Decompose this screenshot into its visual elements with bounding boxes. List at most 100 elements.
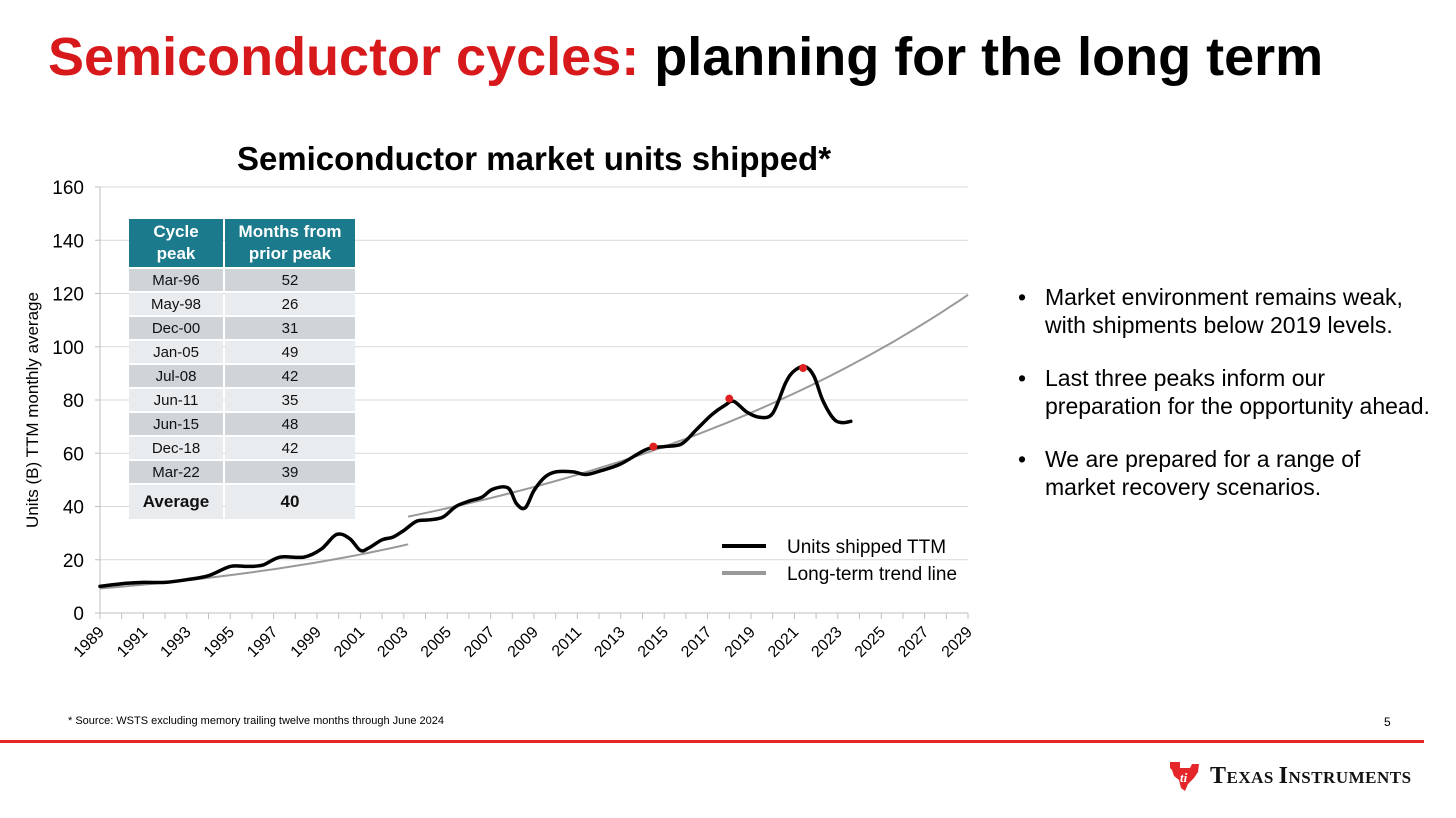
y-tick-label: 160 — [52, 178, 84, 199]
y-tick-label: 80 — [63, 391, 84, 412]
months-cell: 52 — [225, 269, 355, 291]
y-tick-label: 140 — [52, 231, 84, 252]
trend-line-segment — [407, 293, 969, 518]
units-shipped-line — [98, 364, 853, 589]
x-tick-label: 1999 — [288, 624, 325, 661]
table-average-row: Average 40 — [129, 485, 355, 519]
slide-title-accent: Semiconductor cycles: — [48, 27, 640, 87]
x-tick-label: 2029 — [939, 624, 976, 661]
x-tick-label: 1991 — [114, 624, 151, 661]
table-row: Mar-96 52 — [129, 269, 355, 291]
bullet-text: We are prepared for a range of market re… — [1045, 446, 1361, 500]
bullet-item: • Market environment remains weak, with s… — [1012, 283, 1432, 339]
bullet-dot: • — [1018, 365, 1027, 391]
y-tick-label: 120 — [52, 285, 84, 306]
x-tick-label: 2027 — [895, 624, 932, 661]
bullet-item: • We are prepared for a range of market r… — [1012, 445, 1432, 501]
texas-instruments-logo: ti TEXAS INSTRUMENTS — [1166, 758, 1412, 794]
cycle-peak-cell: Mar-96 — [129, 269, 223, 291]
footer-divider — [0, 740, 1424, 743]
bullet-item: • Last three peaks inform our preparation… — [1012, 364, 1432, 420]
x-tick-label: 1993 — [157, 624, 194, 661]
table-row: Dec-00 31 — [129, 317, 355, 339]
header-cycle-peak: Cycle peak — [129, 219, 223, 267]
average-label: Average — [129, 485, 223, 519]
x-tick-label: 2007 — [461, 624, 498, 661]
x-tick-label: 2013 — [591, 624, 628, 661]
table-row: Mar-22 39 — [129, 461, 355, 483]
logo-letter-i: I — [1278, 762, 1289, 789]
chart-title: Semiconductor market units shipped* — [236, 140, 832, 177]
x-tick-label: 2023 — [808, 624, 845, 661]
header-months-from-prior-peak: Months from prior peak — [225, 219, 355, 267]
bullet-text: Last three peaks inform our preparation … — [1045, 365, 1430, 419]
x-tick-label: 2005 — [418, 624, 455, 661]
months-cell: 35 — [225, 389, 355, 411]
y-tick-label: 100 — [52, 338, 84, 359]
table-row: Jan-05 49 — [129, 341, 355, 363]
x-tick-label: 2017 — [678, 624, 715, 661]
months-cell: 42 — [225, 437, 355, 459]
x-tick-label: 2015 — [635, 624, 672, 661]
months-cell: 26 — [225, 293, 355, 315]
cycle-peak-cell: Mar-22 — [129, 461, 223, 483]
cycle-peak-cell: Jan-05 — [129, 341, 223, 363]
logo-text-exas: EXAS — [1226, 767, 1279, 787]
months-cell: 42 — [225, 365, 355, 387]
cycle-peak-table: Cycle peak Months from prior peak Mar-96… — [127, 217, 357, 521]
x-tick-label: 1989 — [71, 624, 108, 661]
average-value: 40 — [225, 485, 355, 519]
logo-wordmark: TEXAS INSTRUMENTS — [1210, 763, 1412, 790]
header-months-label: Months from prior peak — [238, 222, 342, 263]
cycle-peak-cell: Dec-18 — [129, 437, 223, 459]
x-tick-label: 2021 — [765, 624, 802, 661]
table-row: Jul-08 42 — [129, 365, 355, 387]
series-layer — [98, 293, 969, 590]
y-tick-label: 20 — [63, 551, 84, 572]
x-tick-label: 2011 — [549, 624, 585, 660]
table-row: Jun-11 35 — [129, 389, 355, 411]
peak-marker — [725, 394, 734, 403]
slide-title: Semiconductor cycles: planning for the l… — [48, 22, 1323, 92]
x-tick-label: 2025 — [852, 624, 889, 661]
y-axis-title: Units (B) TTM monthly average — [23, 292, 42, 528]
page-number: 5 — [1384, 715, 1391, 729]
months-cell: 31 — [225, 317, 355, 339]
table-row: Jun-15 48 — [129, 413, 355, 435]
legend-label-trend: Long-term trend line — [787, 564, 957, 585]
table-row: May-98 26 — [129, 293, 355, 315]
cycle-peak-cell: May-98 — [129, 293, 223, 315]
legend-label-units: Units shipped TTM — [787, 537, 946, 558]
source-footnote: * Source: WSTS excluding memory trailing… — [68, 715, 445, 727]
x-tick-label: 2019 — [722, 624, 759, 661]
table-header-row: Cycle peak Months from prior peak — [129, 219, 355, 267]
peak-marker — [799, 364, 808, 373]
bullet-dot: • — [1018, 284, 1027, 310]
bullet-text: Market environment remains weak, with sh… — [1045, 284, 1403, 338]
months-cell: 49 — [225, 341, 355, 363]
cycle-peak-cell: Dec-00 — [129, 317, 223, 339]
months-cell: 48 — [225, 413, 355, 435]
peak-marker — [649, 442, 658, 451]
legend: Units shipped TTM Long-term trend line — [722, 537, 957, 585]
x-tick-label: 1995 — [201, 624, 238, 661]
y-tick-label: 40 — [63, 498, 84, 519]
x-tick-label: 2003 — [374, 624, 411, 661]
logo-text-nstruments: NSTRUMENTS — [1288, 767, 1412, 787]
svg-text:ti: ti — [1180, 770, 1188, 785]
logo-letter-t: T — [1210, 762, 1227, 789]
months-cell: 39 — [225, 461, 355, 483]
bullet-dot: • — [1018, 446, 1027, 472]
header-cycle-peak-label: Cycle peak — [153, 222, 199, 263]
cycle-peak-cell: Jul-08 — [129, 365, 223, 387]
cycle-peak-cell: Jun-11 — [129, 389, 223, 411]
slide-title-rest: planning for the long term — [639, 27, 1324, 87]
table-row: Dec-18 42 — [129, 437, 355, 459]
ti-state-logo-icon: ti — [1170, 762, 1199, 791]
x-tick-label: 1997 — [244, 624, 281, 661]
bullet-list: • Market environment remains weak, with s… — [1012, 283, 1432, 526]
cycle-peak-cell: Jun-15 — [129, 413, 223, 435]
x-tick-label: 2001 — [331, 624, 368, 661]
x-tick-label: 2009 — [505, 624, 542, 661]
y-tick-label: 60 — [63, 444, 84, 465]
